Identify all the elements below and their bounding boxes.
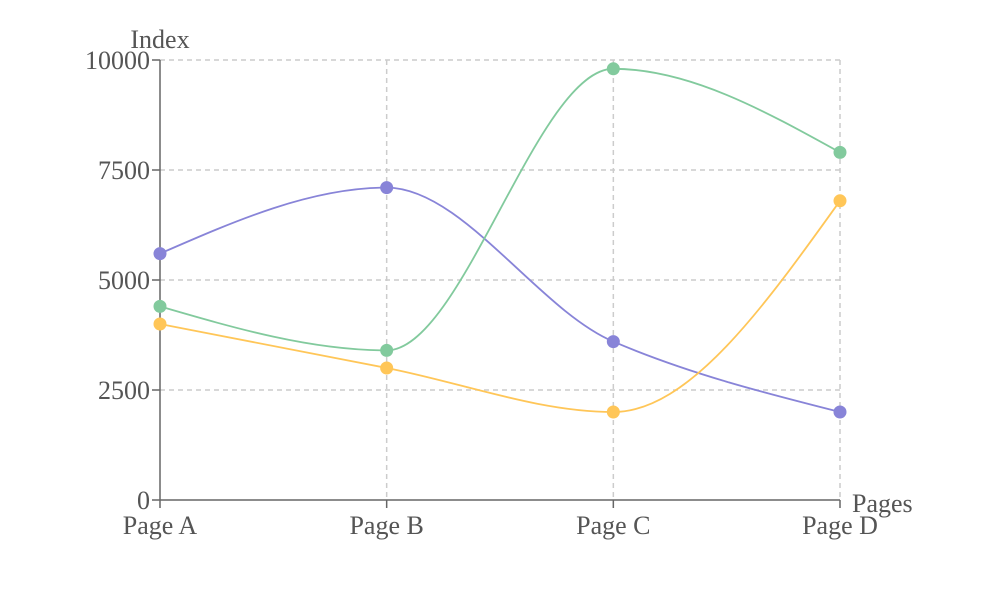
data-point[interactable]	[380, 343, 394, 357]
y-axis-title: Index	[130, 25, 189, 54]
data-point[interactable]	[380, 361, 394, 375]
y-tick-label: 7500	[98, 156, 150, 185]
data-point[interactable]	[606, 335, 620, 349]
y-tick-label: 0	[137, 486, 150, 515]
series-1	[153, 181, 847, 419]
y-tick-label: 5000	[98, 266, 150, 295]
data-point[interactable]	[833, 194, 847, 208]
data-point[interactable]	[833, 145, 847, 159]
y-tick-label: 10000	[85, 46, 150, 75]
x-tick-label: Page A	[123, 511, 198, 540]
y-tick-label: 2500	[98, 376, 150, 405]
x-tick-label: Page B	[349, 511, 423, 540]
series-group	[153, 62, 847, 419]
data-point[interactable]	[153, 317, 167, 331]
series-line	[159, 200, 841, 413]
series-3	[153, 194, 847, 419]
series-line	[159, 67, 841, 352]
data-point[interactable]	[606, 62, 620, 76]
series-line	[159, 186, 841, 413]
data-point[interactable]	[153, 247, 167, 261]
data-point[interactable]	[153, 299, 167, 313]
x-axis-ticks: Page A Page B Page C Page D	[123, 500, 878, 540]
y-axis-ticks: 0 2500 5000 7500 10000	[85, 46, 160, 515]
data-point[interactable]	[380, 181, 394, 195]
x-axis-title: Pages	[852, 489, 913, 518]
data-point[interactable]	[606, 405, 620, 419]
series-2	[153, 62, 847, 357]
x-tick-label: Page C	[576, 511, 650, 540]
grid	[160, 59, 841, 500]
x-tick-label: Page D	[802, 511, 878, 540]
data-point[interactable]	[833, 405, 847, 419]
